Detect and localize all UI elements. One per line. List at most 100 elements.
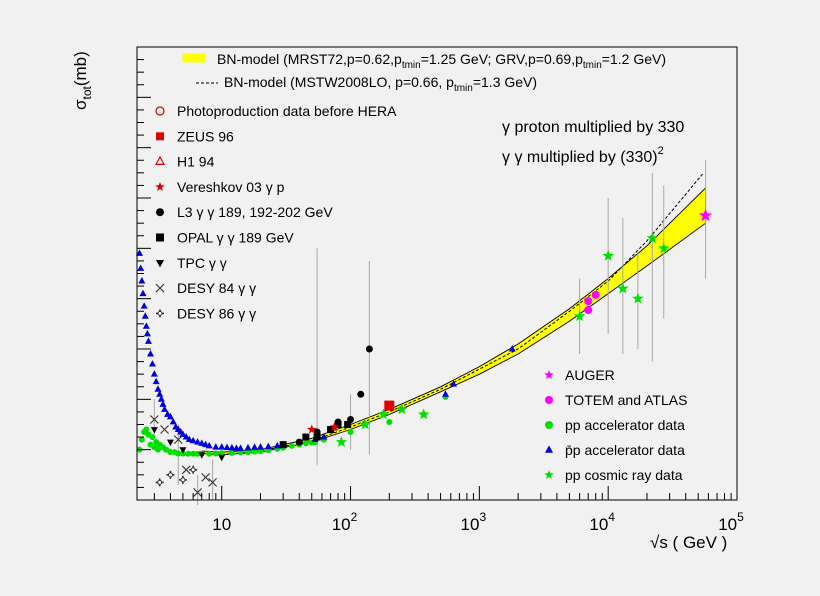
x-tick-exp-3: 4 <box>608 510 615 524</box>
data-point-s1-42 <box>273 441 281 449</box>
x-tick-base-1: 10 <box>332 515 351 534</box>
data-point-s1-10 <box>148 360 156 367</box>
left-legend-label-3: Vereshkov 03 γ p <box>177 179 285 195</box>
data-point-s9-0 <box>584 297 593 306</box>
left-legend-marker-3 <box>155 181 165 191</box>
left-legend-label-0: Photoproduction data before HERA <box>177 103 397 119</box>
data-point-s1-46 <box>441 390 449 397</box>
data-point-s0-32 <box>288 442 295 449</box>
data-point-s1-47 <box>450 380 458 387</box>
top-legend-1-post: =1.3 GeV) <box>473 74 537 90</box>
data-point-s3-4 <box>334 421 342 428</box>
x-tick-base-3: 10 <box>589 515 608 534</box>
data-point-s3-1 <box>302 433 310 441</box>
data-point-s1-45 <box>320 433 328 440</box>
data-point-s1-3 <box>139 289 147 297</box>
data-point-s0-22 <box>212 450 219 457</box>
data-point-s1-4 <box>140 302 148 309</box>
x-tick-label-4: 105 <box>718 510 744 534</box>
data-point-s1-17 <box>161 405 169 412</box>
left-legend-label-2: H1 94 <box>177 154 215 170</box>
left-legend-entry-4: L3 γ γ 189, 192-202 GeV <box>156 204 333 220</box>
data-point-s1-12 <box>152 377 160 385</box>
left-legend-label-5: OPAL γ γ 189 GeV <box>177 230 294 246</box>
data-point-s1-0 <box>135 249 143 256</box>
data-point-s11-0 <box>335 436 348 447</box>
left-legend-entry-0: Photoproduction data before HERA <box>155 103 397 119</box>
data-point-s1-8 <box>144 337 152 344</box>
data-point-s1-31 <box>205 441 213 449</box>
data-point-s1-24 <box>179 430 187 438</box>
data-point-s1-25 <box>182 433 190 440</box>
data-point-s0-17 <box>185 450 192 457</box>
data-point-s0-38 <box>347 429 354 436</box>
x-axis-label: √s ( GeV ) <box>650 533 727 552</box>
left-legend-entry-1: ZEUS 96 <box>156 128 234 144</box>
data-point-s0-15 <box>175 450 182 457</box>
left-legend-entry-7: DESY 84 γ γ <box>155 280 256 296</box>
data-point-s11-3 <box>396 403 408 415</box>
data-point-s0-12 <box>163 446 170 453</box>
top-legend-0-post: =1.25 GeV; GRV,p=0.69,p <box>421 51 583 67</box>
data-point-s6-1 <box>166 470 175 479</box>
data-point-s3-5 <box>344 421 352 428</box>
data-point-s8-0 <box>307 424 317 434</box>
left-legend-label-8: DESY 86 γ γ <box>177 305 256 321</box>
top-legend-text-1: BN-model (MSTW2008LO, p=0.66, ptmin=1.3 … <box>224 74 537 94</box>
data-point-s2-0 <box>295 438 303 446</box>
data-point-s1-29 <box>198 439 206 446</box>
data-point-s1-32 <box>212 443 220 450</box>
right-legend-entry-4: pp cosmic ray data <box>544 467 683 483</box>
annotation-text-0: γ proton multiplied by 330 <box>502 119 684 136</box>
x-tick-exp-2: 3 <box>479 510 486 524</box>
top-legend-0-pre: BN-model (MRST72,p=0.62,p <box>217 51 402 67</box>
x-tick-exp-1: 2 <box>351 510 358 524</box>
data-point-s1-1 <box>137 264 145 271</box>
data-point-s1-41 <box>264 442 272 450</box>
data-point-s1-2 <box>138 277 146 284</box>
left-legend-entry-8: DESY 86 γ γ <box>156 305 256 321</box>
data-point-s9-2 <box>591 290 600 299</box>
data-point-s4-2 <box>179 447 187 454</box>
left-legend-marker-1 <box>156 132 164 141</box>
left-legend-marker-8 <box>156 309 164 318</box>
right-legend-entry-3: p̄p accelerator data <box>545 442 685 458</box>
data-point-s1-33 <box>218 443 226 450</box>
data-point-s2-5 <box>365 345 373 353</box>
left-legend-label-7: DESY 84 γ γ <box>177 280 256 296</box>
data-point-s6-0 <box>155 478 164 487</box>
data-point-s1-13 <box>154 385 162 392</box>
data-point-s11-9 <box>646 232 658 244</box>
data-point-s0-34 <box>302 440 309 447</box>
y-axis-label: σtot(mb) <box>71 51 94 110</box>
annotation-0: γ proton multiplied by 330 <box>502 119 684 136</box>
data-point-s3-3 <box>327 426 335 434</box>
data-point-s1-11 <box>150 370 158 377</box>
data-point-s11-1 <box>359 418 371 430</box>
data-point-s6-0-center <box>157 479 163 485</box>
data-point-s0-39 <box>386 418 393 425</box>
annotation-text-1: γ γ multiplied by (330) <box>502 149 658 166</box>
data-point-s5-3 <box>181 465 191 475</box>
right-legend-marker-0 <box>544 370 554 379</box>
data-point-s1-39 <box>251 443 259 450</box>
data-point-s6-3-center <box>190 467 196 473</box>
top-legend-0-post2: =1.2 GeV) <box>602 51 666 67</box>
right-legend-entry-0: AUGER <box>544 367 615 383</box>
x-tick-base-2: 10 <box>461 515 480 534</box>
data-point-s0-21 <box>206 450 213 457</box>
right-legend-entry-1: TOTEM and ATLAS <box>545 392 687 408</box>
data-point-s0-6 <box>149 434 156 441</box>
data-point-s1-20 <box>169 417 177 425</box>
data-point-s8-1 <box>329 422 340 432</box>
data-point-s10-0 <box>698 208 713 222</box>
annotation-1: γ γ multiplied by (330)2 <box>502 145 664 166</box>
data-point-s0-9 <box>154 446 161 453</box>
left-legend-label-4: L3 γ γ 189, 192-202 GeV <box>177 204 333 220</box>
data-point-s5-0 <box>149 415 159 424</box>
left-legend-label-6: TPC γ γ <box>177 255 227 271</box>
right-legend-marker-3 <box>545 445 553 453</box>
data-point-s2-4 <box>357 390 365 398</box>
top-legend-1-pre: BN-model (MSTW2008LO, p=0.66, p <box>224 74 454 90</box>
